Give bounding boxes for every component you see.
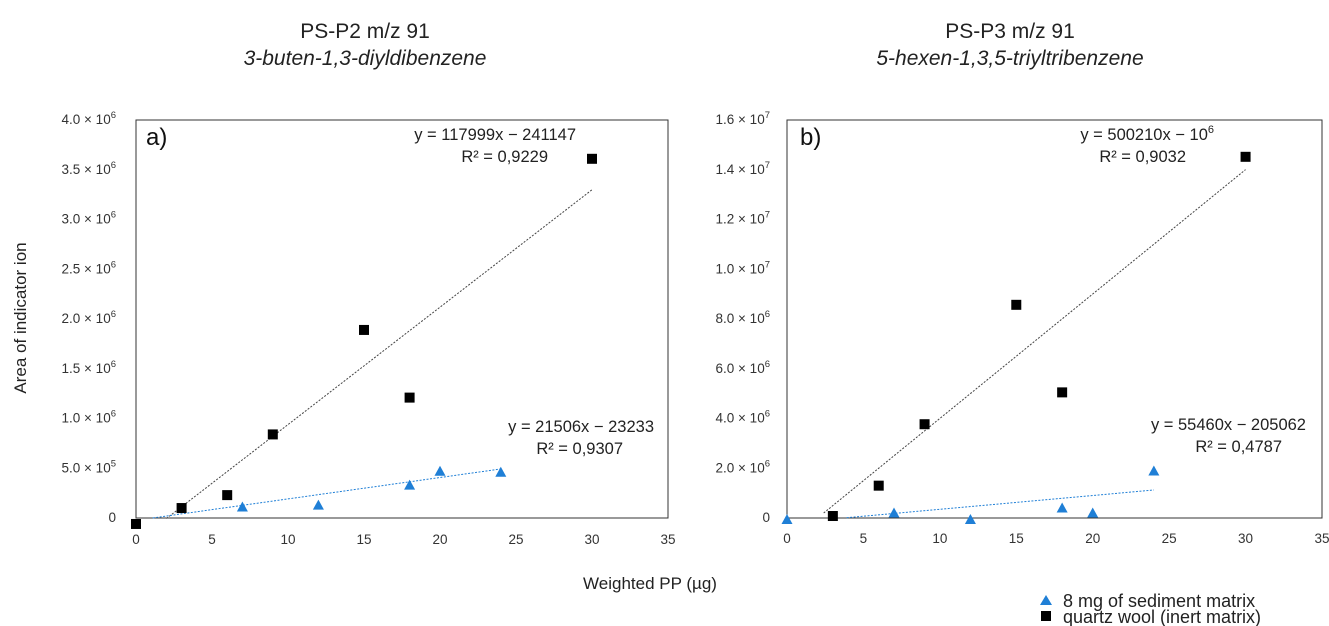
- chart-a-quartz-point: [359, 324, 369, 335]
- chart-b-x-tick-label: 30: [1238, 531, 1253, 546]
- chart-a-panel-label: a): [146, 124, 167, 151]
- chart-a-plot-border: [135, 119, 669, 519]
- chart-b-quartz-point: [1240, 151, 1251, 162]
- chart-b-x-tick-label: 25: [1162, 531, 1177, 546]
- chart-b-quartz-equation: y = 500210x − 106: [1080, 124, 1214, 144]
- chart-a-y-tick-label: 1.0 × 106: [62, 409, 116, 426]
- chart-b-quartz-r2: R² = 0,9032: [1099, 148, 1186, 166]
- chart-a-x-tick-label: 5: [208, 532, 216, 547]
- chart-b-y-tick-label: 2.0 × 106: [716, 458, 770, 475]
- chart-a-sediment-point: [434, 465, 446, 476]
- chart-a-quartz-r2: R² = 0,9229: [461, 148, 548, 166]
- chart-b-sediment-point: [1056, 502, 1068, 513]
- chart-b-quartz-equation-exponent: 6: [1208, 124, 1214, 136]
- chart-a-sediment-point: [236, 501, 248, 512]
- chart-a-sediment-equation: y = 21506x − 23233: [508, 418, 654, 436]
- chart-b-quartz-point: [1057, 387, 1068, 398]
- chart-b-subtitle: 5-hexen-1,3,5-triyltribenzene: [876, 47, 1143, 70]
- chart-a-trendlines: [152, 189, 593, 519]
- chart-a-y-tick-label: 5.0 × 105: [62, 458, 116, 475]
- chart-b-y-tick-label: 1.0 × 107: [716, 259, 770, 276]
- chart-b-markers: [781, 151, 1251, 524]
- chart-b-x-tick-label: 10: [932, 531, 947, 546]
- chart-b-quartz-point: [827, 511, 838, 522]
- chart-a-x-tick-label: 10: [280, 532, 295, 547]
- chart-b-sediment-point: [781, 513, 793, 524]
- chart-b-quartz-point: [1011, 299, 1022, 310]
- chart-b-x-tick-label: 15: [1009, 531, 1024, 546]
- chart-b-sediment-point: [1148, 465, 1160, 476]
- chart-b-sediment-point: [888, 507, 900, 518]
- legend: 8 mg of sediment matrix quartz wool (ine…: [1040, 591, 1261, 626]
- chart-b-quartz-point: [919, 419, 930, 430]
- legend-label-sediment: 8 mg of sediment matrix: [1063, 591, 1255, 611]
- chart-a-sediment-point: [495, 466, 507, 477]
- chart-b-y-tick-label: 1.4 × 107: [716, 160, 770, 177]
- chart-a-x-tick-label: 0: [132, 532, 140, 547]
- chart-a-x-tick-label: 15: [356, 532, 371, 547]
- chart-b-x-tick-label: 0: [783, 531, 791, 546]
- chart-a-y-tick-label: 0: [108, 510, 116, 525]
- chart-a-ticks: 0 5 10 15 20 25 30 35 0 5.0 × 105 1.0 × 106 1.5 × 1…: [62, 110, 676, 547]
- chart-a-y-tick-label: 2.5 × 106: [62, 259, 116, 276]
- chart-a-y-tick-label: 2.0 × 106: [62, 309, 116, 326]
- chart-b-quartz-point: [873, 480, 884, 491]
- chart-a-quartz-point: [587, 153, 597, 164]
- chart-b-y-tick-label: 1.6 × 107: [716, 110, 770, 127]
- chart-a-y-tick-label: 3.0 × 106: [62, 210, 116, 227]
- chart-a-sediment-point: [404, 479, 416, 490]
- chart-b-x-tick-label: 35: [1314, 531, 1329, 546]
- chart-a-subtitle: 3-buten-1,3-diyldibenzene: [244, 47, 487, 70]
- chart-b-y-tick-label: 4.0 × 106: [716, 409, 770, 426]
- chart-b-y-tick-label: 1.2 × 107: [716, 210, 770, 227]
- chart-b-y-tick-label: 6.0 × 106: [716, 359, 770, 376]
- chart-a-quartz-point: [222, 490, 233, 501]
- chart-b-x-tick-label: 20: [1085, 531, 1100, 546]
- chart-a-title: PS-P2 m/z 91: [300, 20, 430, 43]
- chart-a-quartz-equation: y = 117999x − 241147: [414, 126, 576, 144]
- chart-b-sediment-point: [1087, 507, 1099, 518]
- chart-b-quartz-equation-mantissa: y = 500210x − 10: [1080, 126, 1208, 144]
- legend-label-quartz: quartz wool (inert matrix): [1063, 607, 1261, 626]
- chart-a-markers: [131, 153, 597, 529]
- chart-b-y-tick-label: 0: [762, 510, 770, 525]
- chart-a-x-tick-label: 35: [660, 532, 675, 547]
- chart-b-sediment-equation: y = 55460x − 205062: [1151, 416, 1306, 434]
- chart-a: a) y = 117999x − 241147 R² = 0,9229 y = …: [62, 110, 676, 547]
- chart-b-trendline-sediment: [846, 489, 1154, 519]
- chart-b-plot-border: [786, 119, 1323, 519]
- chart-b-trendlines: [823, 169, 1246, 519]
- chart-a-x-tick-label: 25: [508, 532, 523, 547]
- legend-square-icon: [1041, 611, 1051, 621]
- chart-a-sediment-r2: R² = 0,9307: [536, 440, 623, 458]
- chart-b-x-tick-label: 5: [860, 531, 868, 546]
- chart-b: b) y = 500210x − 106 R² = 0,9032 y = 554…: [716, 110, 1329, 546]
- chart-a-quartz-point: [267, 429, 278, 440]
- chart-a-quartz-point: [176, 503, 187, 514]
- chart-a-quartz-point: [131, 518, 141, 529]
- chart-a-trendline-quartz: [166, 189, 593, 519]
- chart-b-sediment-point: [964, 513, 976, 524]
- y-axis-title: Area of indicator ion: [11, 242, 30, 393]
- legend-triangle-icon: [1040, 595, 1052, 605]
- chart-a-sediment-point: [312, 499, 324, 510]
- chart-a-y-tick-label: 4.0 × 106: [62, 110, 116, 127]
- chart-b-sediment-r2: R² = 0,4787: [1195, 438, 1282, 456]
- chart-a-y-tick-label: 3.5 × 106: [62, 160, 116, 177]
- chart-a-x-tick-label: 20: [432, 532, 447, 547]
- chart-a-y-tick-label: 1.5 × 106: [62, 359, 116, 376]
- chart-b-ticks: 0 5 10 15 20 25 30 35 0 2.0 × 106 4.0 × 106 6.0 × 1…: [716, 110, 1329, 546]
- chart-a-quartz-point: [404, 392, 415, 403]
- chart-b-trendline-quartz: [823, 169, 1246, 514]
- chart-b-y-tick-label: 8.0 × 106: [716, 309, 770, 326]
- x-axis-title: Weighted PP (µg): [583, 574, 717, 593]
- chart-b-title: PS-P3 m/z 91: [945, 20, 1075, 43]
- chart-a-x-tick-label: 30: [584, 532, 599, 547]
- chart-b-panel-label: b): [800, 124, 821, 151]
- chart-a-trendline-sediment: [152, 468, 501, 519]
